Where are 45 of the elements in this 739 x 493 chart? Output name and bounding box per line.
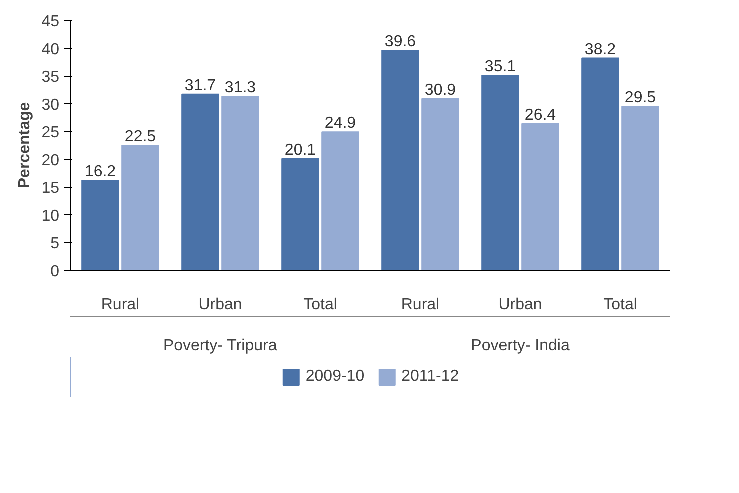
data-label: 22.5 bbox=[124, 128, 156, 146]
y-tick-label: 0 bbox=[50, 264, 60, 280]
x-tick-label: Total bbox=[604, 296, 638, 314]
y-tick-label: 30 bbox=[42, 96, 60, 114]
y-tick-label: 10 bbox=[42, 208, 60, 225]
bar bbox=[222, 96, 260, 270]
y-tick-label: 5 bbox=[50, 236, 60, 253]
data-label: 30.9 bbox=[424, 82, 456, 99]
x-tick-label: Total bbox=[304, 296, 338, 314]
x-tick-label: Rural bbox=[101, 296, 140, 314]
bar bbox=[622, 106, 660, 270]
text: Poverty- India bbox=[471, 338, 570, 354]
y-tick-label: 25 bbox=[42, 124, 60, 142]
y-tick-label: 15 bbox=[42, 180, 60, 198]
data-label: 26.4 bbox=[524, 106, 556, 124]
legend-label: 2009-10 bbox=[306, 368, 365, 386]
x-tick-label: Urban bbox=[498, 296, 542, 314]
data-label: 38.2 bbox=[584, 41, 616, 58]
bar bbox=[182, 94, 220, 270]
data-label: 29.5 bbox=[624, 90, 656, 107]
data-label: 31.3 bbox=[224, 80, 256, 97]
y-tick-label: 35 bbox=[42, 69, 60, 86]
bar bbox=[82, 180, 120, 270]
y-tick-label: 40 bbox=[42, 41, 60, 58]
bar bbox=[322, 132, 360, 270]
text: Poverty- Tripura bbox=[163, 338, 278, 354]
bar bbox=[122, 145, 160, 270]
bar bbox=[422, 98, 460, 270]
y-axis-title: Percentage bbox=[16, 102, 34, 189]
y-tick-label: 45 bbox=[42, 14, 60, 30]
data-label: 35.1 bbox=[484, 58, 516, 76]
bar bbox=[282, 158, 320, 270]
data-label: 24.9 bbox=[324, 115, 356, 132]
x-tick-label: Urban bbox=[198, 296, 242, 314]
bar bbox=[382, 50, 420, 270]
x-tick-label: Rural bbox=[401, 296, 440, 314]
data-label: 31.7 bbox=[184, 77, 216, 94]
data-label: 16.2 bbox=[84, 164, 116, 180]
bar bbox=[482, 75, 520, 270]
data-label: 20.1 bbox=[284, 142, 316, 159]
y-tick-label: 20 bbox=[42, 152, 60, 170]
legend-label: 2011-12 bbox=[402, 368, 460, 386]
data-label: 39.6 bbox=[384, 34, 416, 50]
bar bbox=[582, 58, 620, 270]
bar bbox=[522, 123, 560, 270]
